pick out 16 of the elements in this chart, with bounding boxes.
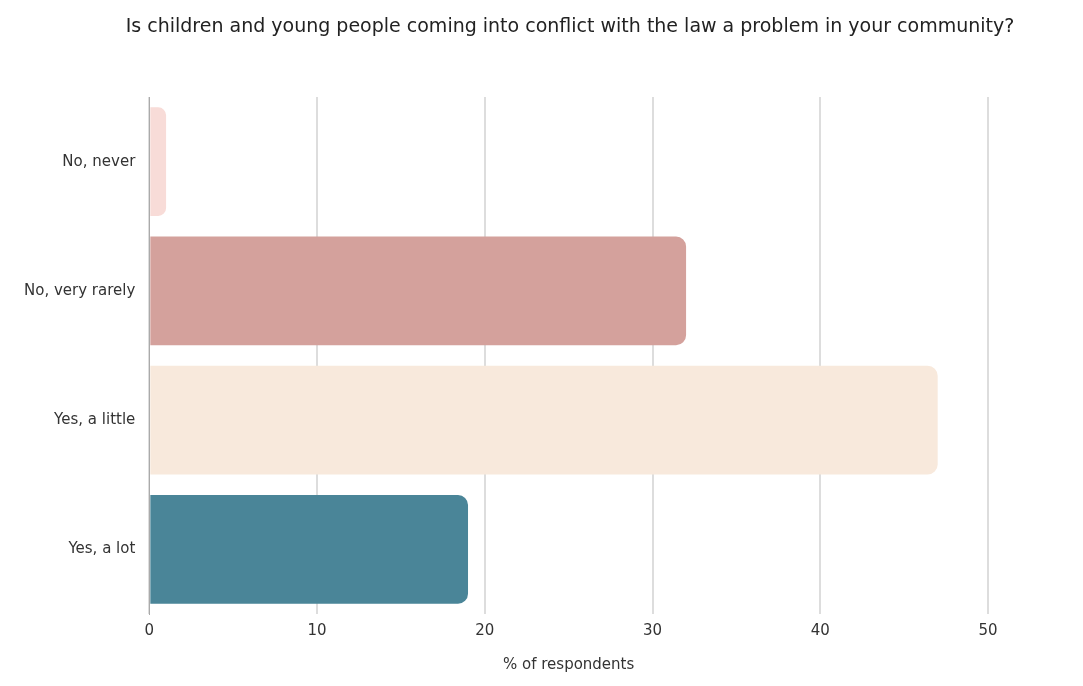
x-tick-label: 40 [810, 620, 830, 639]
x-tick-label: 50 [978, 620, 998, 639]
x-tick-label: 30 [642, 620, 663, 639]
bar [150, 107, 167, 216]
bar [150, 495, 469, 604]
x-tick-label: 0 [144, 620, 155, 639]
chart-title: Is children and young people coming into conflict with the law a problem in your community? [124, 13, 1016, 38]
bar [150, 236, 687, 346]
x-tick-label: 20 [475, 620, 495, 639]
y-tick-label: No, very rarely [23, 280, 136, 299]
y-tick-label: Yes, a lot [67, 539, 136, 558]
bar [150, 365, 938, 475]
x-axis-title: % of respondents [503, 654, 635, 673]
y-tick-label: Yes, a little [53, 410, 136, 429]
x-tick-label: 10 [307, 620, 327, 639]
y-tick-label: No, never [62, 151, 137, 170]
